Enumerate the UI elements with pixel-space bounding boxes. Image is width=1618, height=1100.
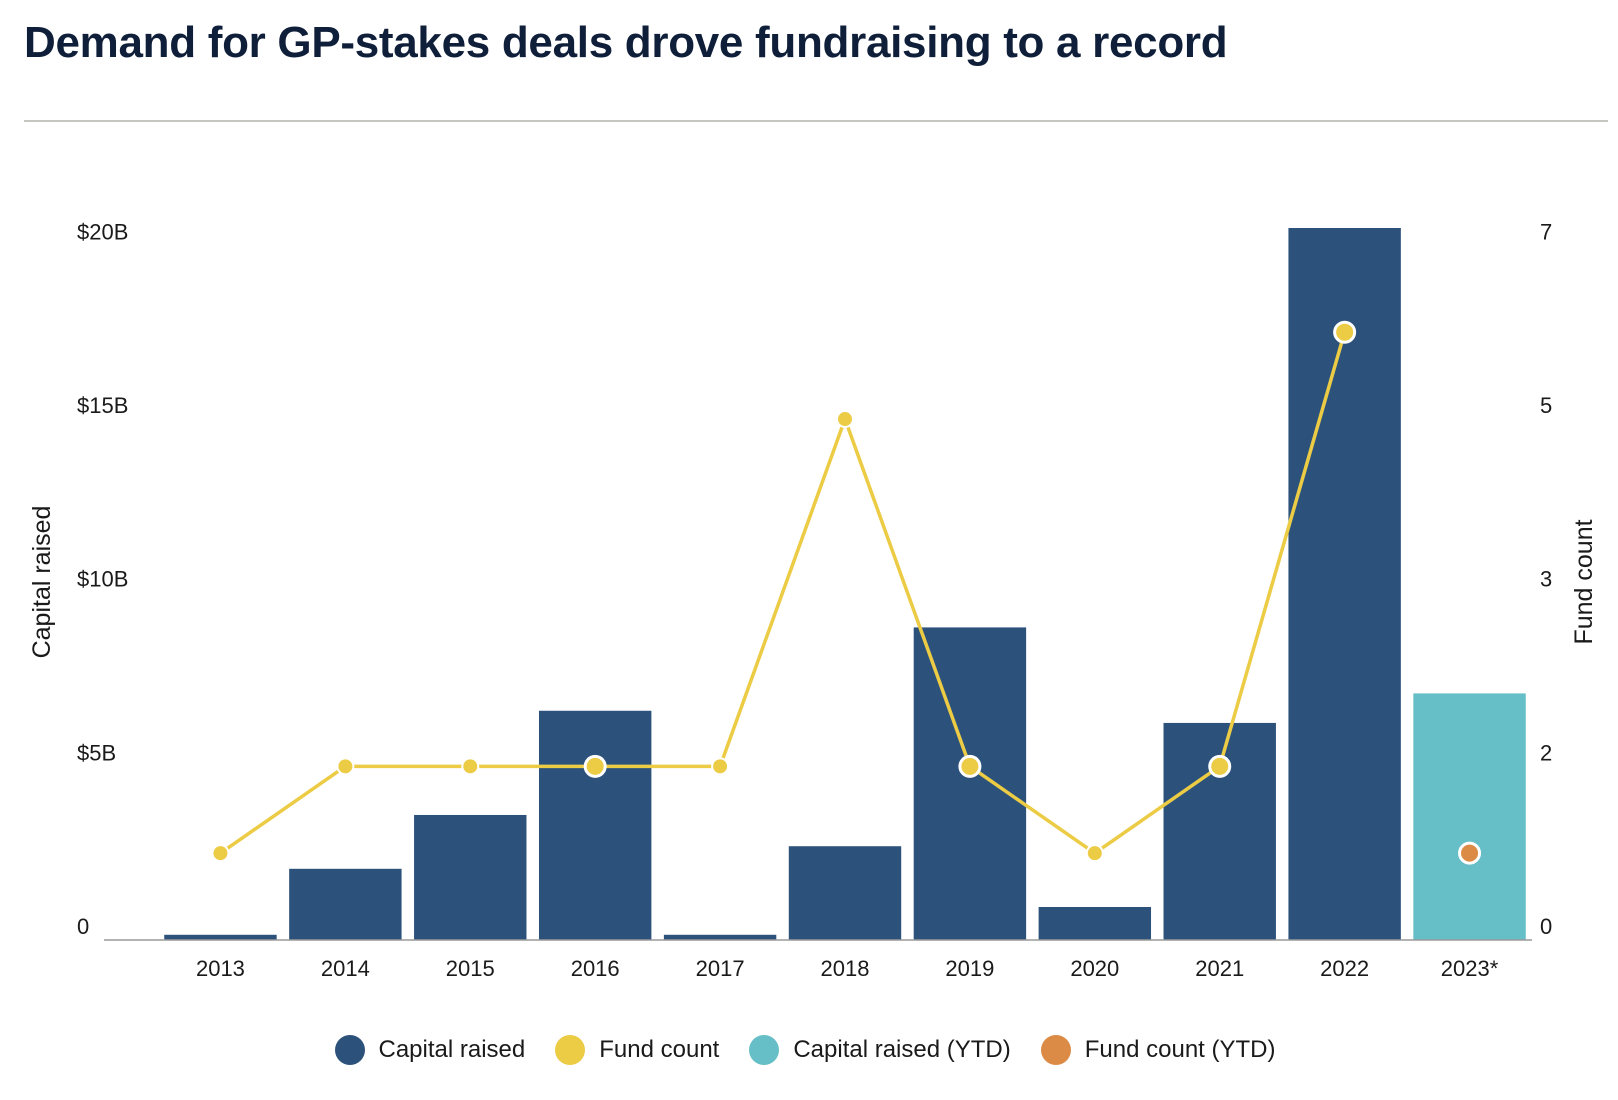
fund-count-point-2019	[958, 754, 982, 778]
legend-item-fund-count[interactable]: Fund count	[555, 1035, 719, 1065]
title-divider	[24, 120, 1608, 122]
x-tick-label: 2014	[321, 956, 370, 981]
fund-count-line	[219, 331, 1347, 855]
capital-raised-swatch-icon	[334, 1035, 365, 1065]
left-tick-label: 0	[77, 914, 89, 939]
capital-bar-2017	[663, 934, 777, 940]
capital-bar-2015	[414, 814, 527, 940]
capital-bar-2020	[1038, 907, 1152, 940]
left-tick-label: $5B	[77, 740, 116, 765]
right-tick-label: 2	[1540, 740, 1552, 765]
right-axis-ticks: 0 2 3 5 7	[1540, 219, 1552, 939]
legend-label: Capital raised	[378, 1036, 526, 1063]
x-tick-label: 2020	[1070, 956, 1119, 981]
x-tick-label: 2017	[696, 956, 745, 981]
capital-raised-ytd-swatch-icon	[749, 1035, 780, 1065]
legend-item-fund-count-ytd[interactable]: Fund count (YTD)	[1040, 1035, 1276, 1065]
x-tick-label: 2019	[945, 956, 994, 981]
capital-bar-2014	[289, 868, 402, 940]
right-tick-label: 7	[1540, 219, 1552, 244]
fund-count-point-2021	[1208, 754, 1232, 778]
x-axis-ticks: 2013 2014 2015 2016 2017 2018 2019 2020 2021 2022…	[196, 956, 1499, 981]
legend: Capital raised Fund count Capital raised…	[0, 1030, 1618, 1070]
fund-count-point-2013	[211, 844, 230, 863]
capital-bar-2013	[164, 934, 277, 940]
fund-count-point-2017	[711, 757, 730, 776]
fund-count-point-2022	[1333, 320, 1357, 344]
right-tick-label: 3	[1540, 567, 1552, 592]
capital-bar-2022	[1288, 228, 1401, 940]
fund-count-swatch-icon	[555, 1035, 586, 1065]
left-tick-label: $15B	[77, 393, 128, 418]
capital-ytd-bar-2023	[1413, 693, 1526, 940]
fund-count-point-2014	[336, 757, 355, 776]
fund-count-ytd-point	[1458, 841, 1482, 865]
fund-count-point-2018	[836, 410, 854, 429]
x-tick-label: 2022	[1320, 956, 1369, 981]
x-tick-label: 2016	[571, 956, 620, 981]
legend-label: Fund count	[599, 1036, 720, 1063]
x-tick-label: 2018	[821, 956, 870, 981]
bars-layer	[164, 228, 1526, 940]
right-tick-label: 0	[1540, 914, 1552, 939]
x-tick-label: 2021	[1195, 956, 1244, 981]
fund-count-point-2016	[583, 754, 607, 778]
legend-item-capital-raised[interactable]: Capital raised	[334, 1035, 526, 1065]
left-tick-label: $10B	[77, 567, 128, 592]
x-tick-label: 2023*	[1441, 956, 1499, 981]
fund-count-point-2015	[461, 757, 480, 776]
x-tick-label: 2013	[196, 956, 245, 981]
legend-item-capital-raised-ytd[interactable]: Capital raised (YTD)	[749, 1035, 1011, 1065]
left-tick-label: $20B	[77, 219, 128, 244]
right-tick-label: 5	[1540, 393, 1552, 418]
legend-label: Fund count (YTD)	[1084, 1036, 1276, 1063]
line-layer	[219, 331, 1347, 855]
chart-title: Demand for GP-stakes deals drove fundrai…	[24, 18, 1228, 67]
fund-count-point-2020	[1085, 844, 1104, 863]
fund-count-ytd-swatch-icon	[1040, 1035, 1071, 1065]
points-layer	[211, 320, 1482, 865]
legend-label: Capital raised (YTD)	[793, 1036, 1011, 1063]
capital-bar-2016	[538, 710, 652, 940]
capital-bar-2018	[788, 846, 902, 940]
x-tick-label: 2015	[446, 956, 495, 981]
right-axis-title: Fund count	[1570, 519, 1598, 644]
capital-bar-2019	[913, 627, 1027, 940]
left-axis-ticks: 0 $5B $10B $15B $20B	[77, 219, 128, 939]
left-axis-title: Capital raised	[28, 506, 56, 659]
